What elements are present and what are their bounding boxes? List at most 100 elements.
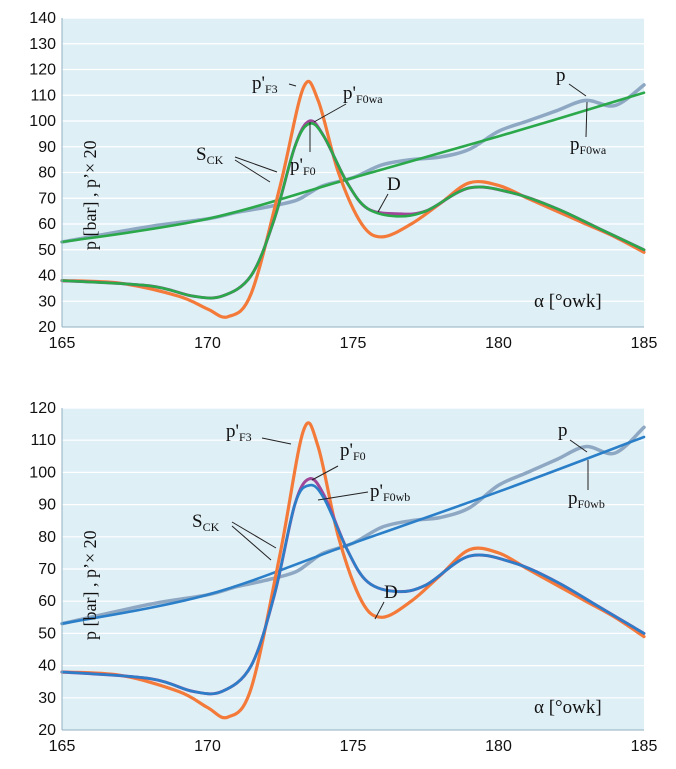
annot-sub: F0	[303, 164, 316, 178]
leader-D-bottom	[374, 601, 385, 620]
annotation-pF3-bottom: p'F3	[226, 421, 292, 445]
x-tick-label: 170	[194, 738, 221, 755]
annot-sub: F0wa	[356, 92, 383, 106]
svg-text:pF0wb: pF0wb	[568, 488, 605, 511]
annot-main: p'	[290, 155, 303, 176]
annot-main: p'	[340, 440, 353, 461]
annot-D-top: D	[387, 174, 401, 195]
annot-main: S	[192, 511, 203, 532]
series-line-p-f3	[60, 79, 646, 319]
svg-text:pF0wa: pF0wa	[570, 134, 607, 157]
annotation-pF0wb-raw-bottom: pF0wb	[568, 460, 605, 511]
annot-sub: F0wb	[578, 497, 605, 511]
y-tick-label: 50	[38, 242, 56, 259]
x-tick-label: 165	[49, 335, 76, 352]
annot-sub: F0wa	[580, 143, 607, 157]
y-tick-label: 80	[38, 529, 56, 546]
series-line-p-f3	[60, 421, 646, 720]
x-tick-label: 175	[340, 738, 367, 755]
x-tick-labels-top: 165 170 175 180 185	[49, 335, 658, 352]
y-tick-label: 60	[38, 216, 56, 233]
annotation-D-bottom: D	[374, 582, 398, 620]
x-axis-label-bottom: α [°owk]	[534, 697, 602, 718]
annot-D-bottom: D	[384, 582, 398, 603]
leader-pF3-top	[288, 83, 297, 87]
y-tick-labels-bottom: 20 30 40 50 60 70 80 90 100 110 120	[29, 400, 56, 739]
leader-pF0wa-top	[313, 103, 347, 123]
y-tick-label: 110	[30, 432, 56, 449]
y-tick-label: 70	[38, 190, 56, 207]
leader-pF0wa-raw-top	[585, 101, 588, 138]
svg-text:SCK: SCK	[192, 511, 220, 534]
leader-D-top	[377, 193, 389, 213]
y-tick-label: 30	[38, 293, 56, 310]
svg-text:SCK: SCK	[196, 144, 224, 167]
y-tick-labels-top: 20 30 40 50 60 70 80 90 100 110 120 130 140	[29, 10, 56, 336]
y-tick-label: 110	[30, 87, 56, 104]
y-tick-label: 90	[38, 497, 56, 514]
leader-pF3-bottom	[261, 437, 292, 445]
x-tick-label: 165	[49, 738, 76, 755]
gridlines-top	[62, 17, 644, 302]
chart-top: 20 30 40 50 60 70 80 90 100 110 120 130 140 165 170 17…	[29, 10, 657, 352]
svg-text:p'F0: p'F0	[340, 440, 366, 463]
series-line-p-f0wb	[60, 435, 646, 625]
y-tick-label: 100	[29, 464, 56, 481]
leader-pF0-bottom	[311, 465, 339, 481]
series-line-p-f0wa	[60, 121, 646, 300]
y-axis-label-bottom: p [bar] , p’× 20	[80, 530, 100, 640]
chart-bottom: 20 30 40 50 60 70 80 90 100 110 120 165 170 175 180 18…	[29, 400, 657, 755]
annot-main: p	[568, 488, 578, 509]
y-tick-label: 20	[38, 722, 56, 739]
annot-sub: CK	[203, 520, 220, 534]
svg-text:p'F0: p'F0	[290, 155, 316, 178]
annot-p-bottom: p	[558, 420, 568, 441]
y-tick-label: 30	[38, 690, 56, 707]
x-tick-label: 185	[631, 335, 658, 352]
leader-p-bottom	[569, 439, 588, 453]
annotation-pF0wb-bottom: p'F0wb	[317, 481, 410, 504]
annotation-pF0-bottom: p'F0	[311, 440, 366, 481]
leader-SCK-top	[234, 156, 278, 183]
series-line-p-f0wb	[60, 483, 646, 696]
annot-p-top: p	[556, 65, 566, 86]
leader-p-top	[568, 83, 587, 97]
annotation-pF0-top: p'F0	[290, 122, 316, 178]
x-tick-label: 170	[194, 335, 221, 352]
y-tick-label: 20	[38, 319, 56, 336]
annot-main: p'	[343, 83, 356, 104]
x-tick-label: 180	[485, 335, 512, 352]
leader-SCK-bottom	[231, 521, 277, 561]
annot-main: p'	[370, 481, 383, 502]
annotation-p-top: p	[556, 65, 587, 97]
annotation-SCK-bottom: SCK	[192, 511, 277, 561]
annotation-pF3-top: p'F3	[252, 73, 297, 96]
y-tick-label: 80	[38, 165, 56, 182]
annotation-p-bottom: p	[558, 420, 588, 453]
svg-text:p'F3: p'F3	[252, 73, 278, 96]
annot-main: p'	[226, 421, 239, 442]
annot-sub: F3	[265, 82, 278, 96]
annot-main: S	[196, 144, 207, 165]
x-tick-labels-bottom: 165 170 175 180 185	[49, 738, 658, 755]
annot-main: p	[570, 134, 580, 155]
x-tick-label: 175	[340, 335, 367, 352]
y-tick-label: 90	[38, 139, 56, 156]
x-axis-label-top: α [°owk]	[534, 291, 602, 312]
y-tick-label: 100	[29, 113, 56, 130]
y-tick-label: 40	[38, 268, 56, 285]
x-tick-label: 185	[631, 738, 658, 755]
series-line-p-f0wa	[60, 91, 646, 244]
leader-pF0wb-bottom	[317, 491, 369, 501]
series-group-bottom	[60, 421, 646, 720]
y-tick-label: 40	[38, 658, 56, 675]
annot-sub: CK	[207, 153, 224, 167]
annotation-pF0wa-raw-top: pF0wa	[570, 101, 607, 157]
y-tick-label: 120	[29, 400, 56, 417]
y-tick-label: 70	[38, 561, 56, 578]
svg-text:p'F0wb: p'F0wb	[370, 481, 410, 504]
annotation-pF0wa-top: p'F0wa	[313, 83, 383, 123]
series-group-top	[60, 79, 646, 319]
annotation-D-top: D	[377, 174, 401, 213]
